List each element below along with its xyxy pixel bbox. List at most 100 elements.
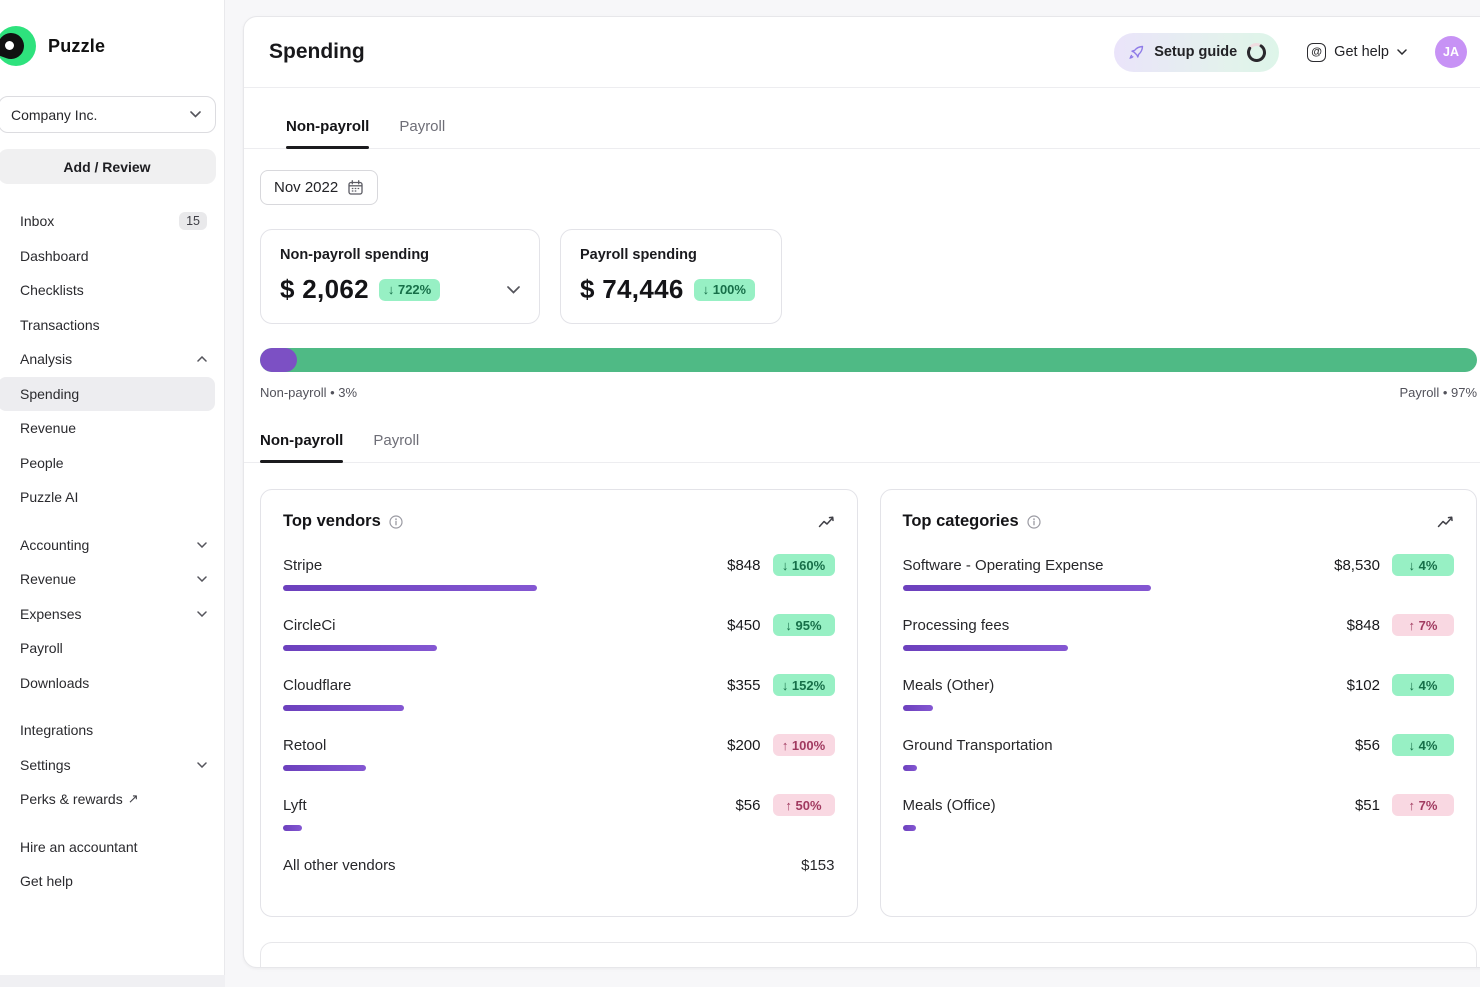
trend-chart-icon[interactable] [1437, 515, 1454, 528]
sidebar-item-puzzle-ai[interactable]: Puzzle AI [10, 480, 215, 515]
non-payroll-summary-card: Non-payroll spending $ 2,062 ↓ 722% [260, 229, 540, 324]
sidebar-item-revenue[interactable]: Revenue [10, 562, 215, 597]
panel-title: Top categories [903, 512, 1019, 531]
sidebar-item-integrations[interactable]: Integrations [10, 713, 215, 748]
chevron-up-icon [197, 356, 207, 362]
vendor-amount: $56 [709, 797, 761, 814]
sidebar-item-settings[interactable]: Settings [10, 748, 215, 783]
category-name: Ground Transportation [903, 737, 1053, 754]
sidebar-item-transactions[interactable]: Transactions [10, 308, 215, 343]
sidebar-item-get-help[interactable]: Get help [10, 864, 215, 899]
category-row[interactable]: Ground Transportation $56 ↓ 4% [903, 734, 1455, 771]
vendor-name: Lyft [283, 797, 307, 814]
vendor-bar [283, 645, 437, 651]
vendor-row[interactable]: Stripe $848 ↓ 160% [283, 554, 835, 591]
sidebar-item-payroll[interactable]: Payroll [10, 631, 215, 666]
vendor-bar [283, 825, 302, 831]
expand-chevron-icon[interactable] [507, 286, 520, 294]
page-header: Spending Setup guide @ [244, 17, 1480, 88]
category-amount: $102 [1328, 677, 1380, 694]
card-title: Non-payroll spending [280, 247, 520, 263]
panel-title: Top vendors [283, 512, 381, 531]
help-at-icon: @ [1307, 43, 1326, 62]
sidebar-item-expenses[interactable]: Expenses [10, 597, 215, 632]
all-other-vendors-row: All other vendors $153 [283, 857, 835, 874]
vendor-row[interactable]: Cloudflare $355 ↓ 152% [283, 674, 835, 711]
get-help-button[interactable]: @ Get help [1307, 43, 1407, 62]
category-delta-badge: ↑ 7% [1392, 794, 1454, 816]
vendor-delta-badge: ↓ 160% [773, 554, 835, 576]
category-bar [903, 825, 917, 831]
info-icon[interactable] [1027, 515, 1041, 529]
sidebar-item-analysis[interactable]: Analysis [10, 342, 215, 377]
category-delta-badge: ↓ 4% [1392, 554, 1454, 576]
sidebar-item-label: Accounting [20, 537, 197, 553]
card-title: Payroll spending [580, 247, 762, 263]
vendor-row[interactable]: CircleCi $450 ↓ 95% [283, 614, 835, 651]
sidebar-item-label: Analysis [20, 351, 197, 367]
payroll-delta-badge: ↓ 100% [694, 279, 755, 301]
sidebar-item-label: Downloads [20, 675, 207, 691]
brand-logo: Puzzle [0, 26, 215, 66]
sidebar-item-perks-rewards[interactable]: Perks & rewards ↗ [10, 782, 215, 817]
category-row[interactable]: Processing fees $848 ↑ 7% [903, 614, 1455, 651]
sidebar-item-dashboard[interactable]: Dashboard [10, 239, 215, 274]
tab-payroll-breakdown[interactable]: Payroll [373, 432, 419, 462]
category-amount: $51 [1328, 797, 1380, 814]
brand-name: Puzzle [48, 36, 105, 57]
sidebar-section-gap [10, 817, 215, 830]
category-row[interactable]: Software - Operating Expense $8,530 ↓ 4% [903, 554, 1455, 591]
next-section-card [260, 942, 1477, 968]
puzzle-logo-icon [0, 26, 36, 66]
non-payroll-delta-badge: ↓ 722% [379, 279, 440, 301]
tab-non-payroll[interactable]: Non-payroll [286, 118, 369, 148]
vendor-row[interactable]: Lyft $56 ↑ 50% [283, 794, 835, 831]
main-area: Spending Setup guide @ [225, 0, 1480, 987]
info-icon[interactable] [389, 515, 403, 529]
category-bar [903, 585, 1151, 591]
user-avatar[interactable]: JA [1435, 36, 1467, 68]
category-bar [903, 705, 933, 711]
vendor-name: All other vendors [283, 857, 396, 874]
header-actions: Setup guide @ Get help JA [1114, 33, 1467, 72]
tab-payroll[interactable]: Payroll [399, 118, 445, 148]
trend-chart-icon[interactable] [818, 515, 835, 528]
sidebar-item-label: Perks & rewards [20, 791, 123, 807]
sidebar-item-downloads[interactable]: Downloads [10, 666, 215, 701]
sidebar-item-label: Inbox [20, 213, 179, 229]
sidebar-section-gap [10, 700, 215, 713]
category-bar [903, 765, 918, 771]
category-row[interactable]: Meals (Office) $51 ↑ 7% [903, 794, 1455, 831]
sidebar-item-hire-accountant[interactable]: Hire an accountant [10, 830, 215, 865]
category-bar [903, 645, 1068, 651]
sidebar-item-spending[interactable]: Spending [0, 377, 215, 412]
category-row[interactable]: Meals (Other) $102 ↓ 4% [903, 674, 1455, 711]
category-delta-badge: ↓ 4% [1392, 674, 1454, 696]
sidebar-item-label: Dashboard [20, 248, 207, 264]
month-picker[interactable]: Nov 2022 [260, 170, 378, 205]
sidebar-item-accounting[interactable]: Accounting [10, 528, 215, 563]
add-review-button[interactable]: Add / Review [0, 149, 216, 184]
sidebar-item-revenue-analysis[interactable]: Revenue [10, 411, 215, 446]
spending-type-tabs: Non-payroll Payroll [244, 118, 1480, 149]
sidebar-item-label: Payroll [20, 640, 207, 656]
summary-cards: Non-payroll spending $ 2,062 ↓ 722% Payr… [260, 229, 1479, 324]
chevron-down-icon [1397, 49, 1407, 55]
sidebar-section-gap [10, 515, 215, 528]
top-vendors-panel: Top vendors Stripe $848 ↓ 160% [260, 489, 858, 917]
tab-non-payroll-breakdown[interactable]: Non-payroll [260, 432, 343, 462]
chevron-down-icon [197, 576, 207, 582]
sidebar-item-inbox[interactable]: Inbox 15 [10, 204, 215, 239]
vendor-row[interactable]: Retool $200 ↑ 100% [283, 734, 835, 771]
company-selector[interactable]: Company Inc. [0, 96, 216, 133]
spending-split-bar: Non-payroll • 3% Payroll • 97% [260, 348, 1477, 400]
category-delta-badge: ↑ 7% [1392, 614, 1454, 636]
vendor-name: Retool [283, 737, 326, 754]
sidebar-item-label: People [20, 455, 207, 471]
sidebar-item-people[interactable]: People [10, 446, 215, 481]
split-bar-track [260, 348, 1477, 372]
sidebar-item-label: Spending [20, 386, 207, 402]
sidebar-item-checklists[interactable]: Checklists [10, 273, 215, 308]
company-name: Company Inc. [11, 107, 97, 123]
setup-guide-button[interactable]: Setup guide [1114, 33, 1279, 72]
